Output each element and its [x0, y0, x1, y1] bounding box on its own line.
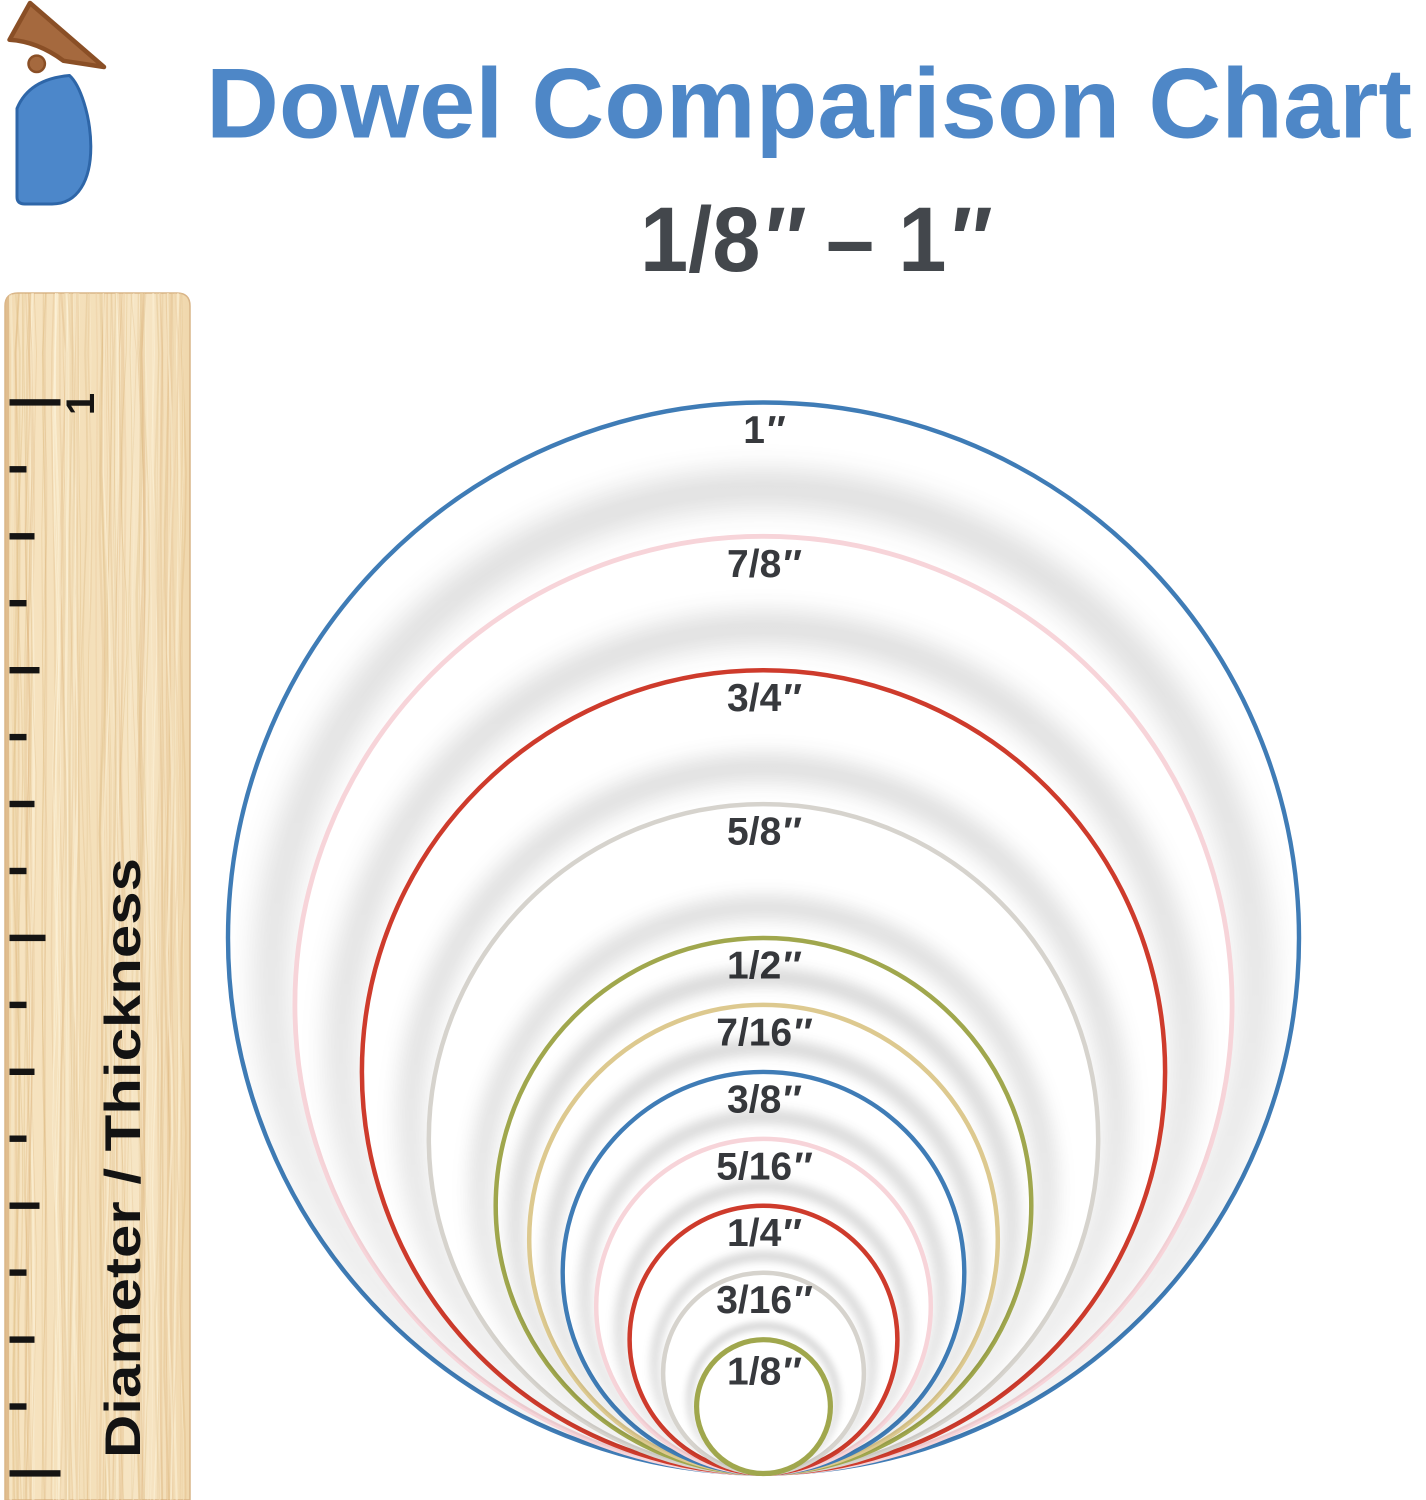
- svg-text:1″: 1″: [743, 409, 786, 452]
- svg-text:5/8″: 5/8″: [727, 811, 802, 854]
- svg-text:1/8″ – 1″: 1/8″ – 1″: [640, 189, 992, 291]
- svg-text:Diameter / Thickness: Diameter / Thickness: [95, 858, 151, 1458]
- svg-text:3/16″: 3/16″: [716, 1279, 813, 1322]
- svg-text:Dowel Comparison Chart: Dowel Comparison Chart: [206, 47, 1412, 158]
- svg-text:1/8″: 1/8″: [727, 1351, 802, 1394]
- svg-text:1/4″: 1/4″: [727, 1212, 802, 1255]
- svg-text:7/8″: 7/8″: [727, 543, 802, 586]
- svg-text:1: 1: [59, 393, 103, 415]
- svg-text:3/4″: 3/4″: [727, 677, 802, 720]
